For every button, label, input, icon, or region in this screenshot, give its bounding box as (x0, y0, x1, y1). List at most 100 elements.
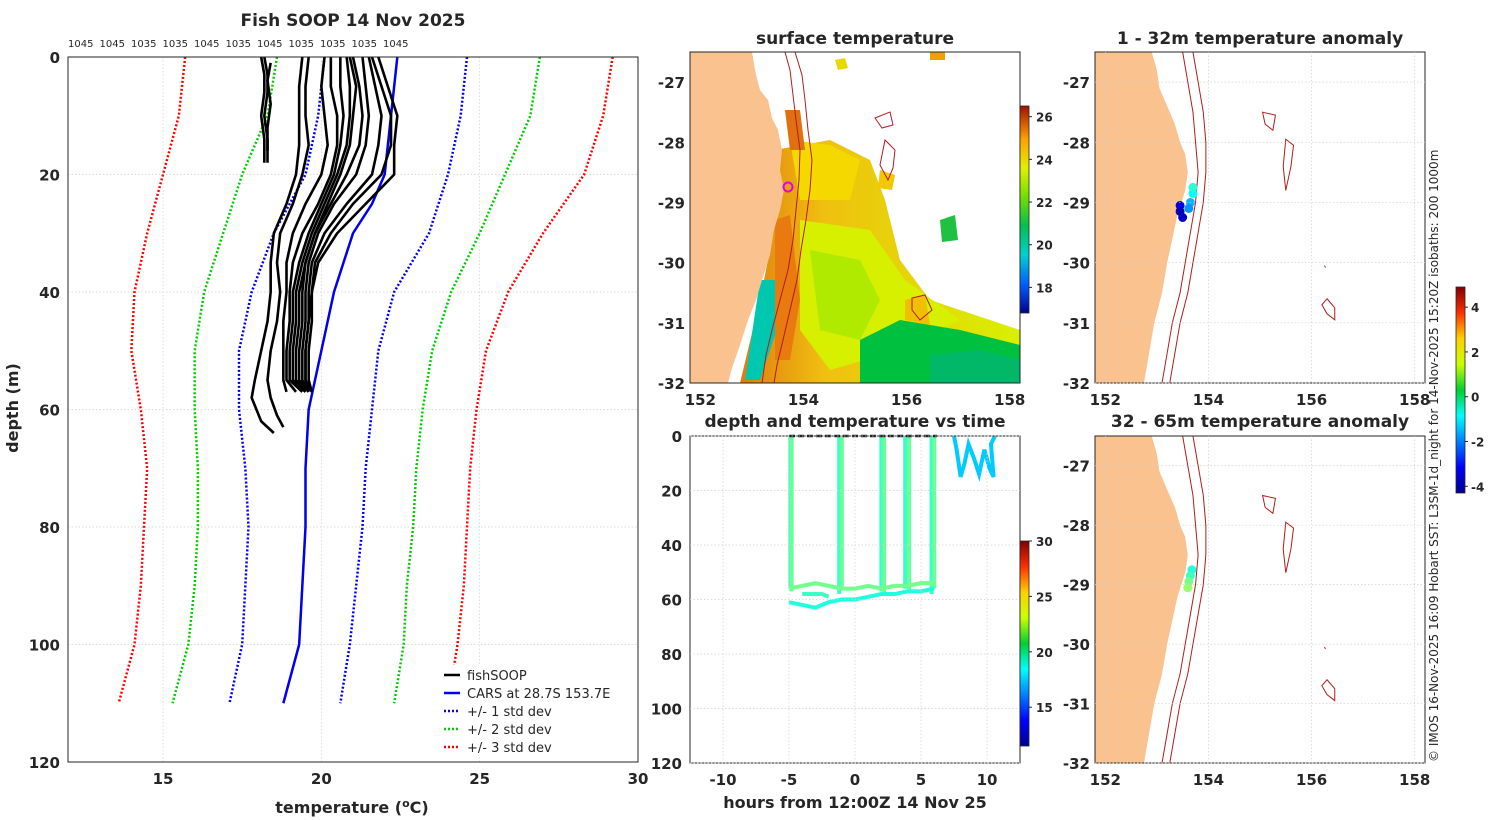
island-contour (1261, 494, 1277, 515)
profile-axes-box (67, 56, 639, 763)
anomaly-deep-points (1183, 565, 1197, 593)
map-xtick: 158 (1399, 771, 1430, 789)
series--3-std-dev (117, 56, 187, 704)
depth-time-title: depth and temperature vs time (705, 412, 1006, 432)
map-xtick: 152 (1090, 391, 1121, 409)
map-ytick: -27 (1063, 458, 1090, 476)
dt-xtick: 10 (977, 771, 998, 789)
depth-time-xlabel: hours from 12:00Z 14 Nov 25 (723, 793, 986, 812)
depth-time-tracks (788, 434, 997, 610)
profile-ytick: 0 (50, 49, 60, 67)
sst-colorbar: 26 24 22 20 18 (1019, 105, 1053, 314)
land (1095, 52, 1188, 383)
bottom-track (788, 581, 935, 591)
vessel-id-label: 1045 (257, 39, 282, 50)
fishsoop-profile (294, 56, 358, 393)
vessel-location-marker (782, 181, 794, 193)
vessel-id-label: 1035 (320, 39, 345, 50)
vessel-id-label: 1045 (100, 39, 125, 50)
anomaly-deep-title: 32 - 65m temperature anomaly (1111, 412, 1409, 432)
profile-xtick: 30 (628, 770, 649, 788)
island-contour (1324, 646, 1326, 650)
depth-time-panel: depth and temperature vs time -10 -5 0 5 100… (651, 412, 1053, 812)
vessel-id-labels: 1045 1045 1035 1035 1045 1035 1045 1035 1035 1035… (68, 39, 408, 50)
map-ytick: -28 (1063, 517, 1090, 535)
anomaly-point (1183, 583, 1193, 593)
map-ytick: -32 (1063, 375, 1090, 393)
anomaly-point (1188, 182, 1198, 192)
colorbar-label: -4 (1471, 480, 1484, 494)
map-ytick: -29 (1063, 194, 1090, 212)
fishsoop-profile (304, 56, 393, 393)
fishsoop-profile (291, 56, 352, 393)
sst-map-panel: surface temperature (658, 29, 1053, 409)
dt-xtick: -5 (781, 771, 798, 789)
profile-panel: Fish SOOP 14 Nov 2025 1045 1045 1035 1035 10… (3, 11, 648, 817)
colorbar-label: 26 (1036, 111, 1053, 125)
colorbar-label: 4 (1471, 301, 1479, 315)
legend-label: +/- 3 std dev (467, 741, 552, 756)
profile-xtick: 15 (153, 770, 174, 788)
map-ytick: -27 (1063, 74, 1090, 92)
profile-ytick: 20 (39, 167, 60, 185)
series--2-std-dev (392, 56, 542, 704)
dt-ytick: 80 (661, 646, 682, 664)
legend-label: +/- 1 std dev (467, 705, 552, 720)
dt-ytick: 0 (672, 428, 682, 446)
colorbar-label: 0 (1471, 391, 1479, 405)
vessel-id-label: 1045 (68, 39, 93, 50)
isobath (1161, 51, 1199, 384)
legend-label: fishSOOP (467, 669, 527, 684)
dt-ytick: 20 (661, 483, 682, 501)
series-cars-at-28-7s-153-7e (282, 56, 399, 704)
colorbar-label: 18 (1036, 281, 1053, 295)
map-xtick: 156 (891, 391, 922, 409)
map-ytick: -31 (1063, 696, 1090, 714)
isobath (1169, 435, 1207, 764)
dt-ytick: 60 (661, 592, 682, 610)
colorbar-label: 15 (1036, 701, 1053, 715)
profile-ytick: 80 (39, 519, 60, 537)
profile-ytick: 40 (39, 284, 60, 302)
bottom-track (788, 586, 935, 610)
series--3-std-dev (446, 56, 614, 704)
copyright-note: © IMOS 16-Nov-2025 16:09 Hobart SST: L3S… (1427, 150, 1441, 762)
map-xtick: 152 (1090, 771, 1121, 789)
legend-label: +/- 2 std dev (467, 723, 552, 738)
profile-ytick: 60 (39, 402, 60, 420)
map-ytick: -28 (658, 134, 685, 152)
map-xtick: 156 (1296, 391, 1327, 409)
profile-ylabel: depth (m) (3, 363, 22, 453)
map-xtick: 154 (1193, 391, 1224, 409)
anomaly-point (1178, 213, 1188, 222)
island-contour (1321, 297, 1336, 321)
series--2-std-dev (171, 56, 279, 704)
colorbar-label: 2 (1471, 346, 1479, 360)
anomaly-shallow-panel: 1 - 32m temperature anomaly 152 154 156 158… (1063, 29, 1430, 409)
island-contour (1261, 111, 1277, 132)
profile-title: Fish SOOP 14 Nov 2025 (241, 11, 466, 31)
fishsoop-profile (307, 56, 399, 393)
map-ytick: -30 (658, 255, 685, 273)
map-xtick: 154 (1193, 771, 1224, 789)
island-contour (1282, 138, 1295, 191)
anomaly-shallow-points (1175, 182, 1198, 222)
isobath (1169, 51, 1207, 384)
dt-xtick: 0 (850, 771, 860, 789)
profile-xtick: 20 (311, 770, 332, 788)
fishsoop-profile (285, 57, 339, 393)
fishsoop-profile (282, 56, 329, 393)
anomaly-colorbar: 4 2 0 -2 -4 (1455, 286, 1484, 494)
isobath (1161, 435, 1199, 764)
colorbar-label: 24 (1036, 153, 1053, 167)
colorbar-label: 20 (1036, 239, 1053, 253)
profile-xtick: 25 (469, 770, 490, 788)
vessel-id-label: 1035 (352, 39, 377, 50)
fishsoop-profile (266, 62, 272, 151)
fishsoop-profile (288, 57, 345, 393)
profile-xlabel: temperature (oC) (275, 797, 428, 817)
island-contour (1282, 521, 1295, 573)
profile-ytick: 120 (29, 754, 60, 772)
vessel-id-label: 1035 (131, 39, 156, 50)
dt-ytick: 120 (651, 755, 682, 773)
